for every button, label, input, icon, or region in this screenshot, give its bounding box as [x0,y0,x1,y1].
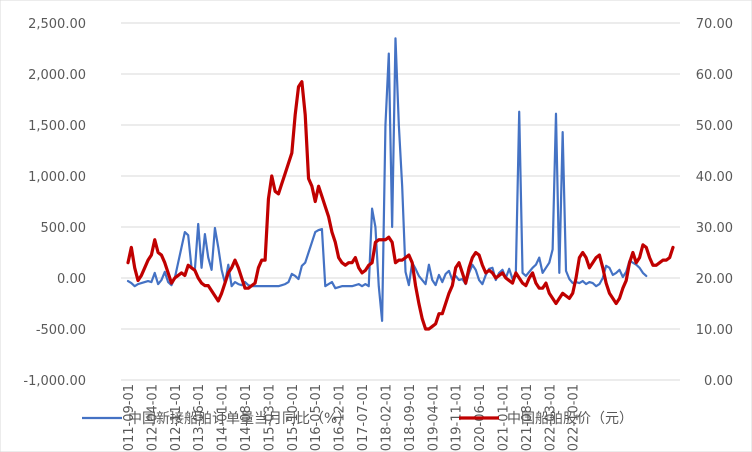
left-tick-label: -500.00 [36,323,86,338]
right-tick-label: 60.00 [696,68,733,83]
x-tick-label: 2013-06-01 [192,384,207,452]
right-axis-tick-labels: 0.00 10.00 20.00 30.00 40.00 50.00 60.00 70.00 [696,17,733,389]
x-tick-label: 2012-04-01 [145,384,160,452]
left-tick-label: 500.00 [41,221,87,236]
x-tick-label: 2012-11-01 [169,384,184,452]
left-tick-label: 2,500.00 [28,17,86,32]
x-tick-label: 2021-08-01 [520,384,535,452]
legend: 中国新接船舶订单量当月同比（%） 中国船舶股价（元） [82,410,633,427]
x-tick-label: 2015-03-01 [262,384,277,452]
series-line-share-price [126,80,675,331]
right-tick-label: 50.00 [696,119,733,134]
x-tick-label: 2017-07-01 [356,384,371,452]
x-tick-label: 2016-12-01 [333,384,348,452]
x-tick-label: 2016-05-01 [309,384,324,452]
x-tick-label: 2014-01-01 [216,384,231,452]
right-tick-label: 0.00 [704,374,733,389]
x-tick-label: 2015-10-01 [286,384,301,452]
x-tick-label: 2022-10-01 [567,384,582,452]
right-tick-label: 10.00 [696,323,733,338]
right-tick-label: 70.00 [696,17,733,32]
x-axis-tick-labels: 2011-09-01 2012-04-01 2012-11-01 2013-06-01… [122,384,582,452]
left-tick-label: 2,000.00 [28,68,86,83]
x-tick-label: 2018-09-01 [403,384,418,452]
left-tick-label: 0.00 [57,272,86,287]
x-tick-label: 2018-02-01 [379,384,394,452]
x-tick-label: 2014-08-01 [239,384,254,452]
right-tick-label: 30.00 [696,221,733,236]
right-tick-label: 20.00 [696,272,733,287]
x-tick-label: 2011-09-01 [122,384,137,452]
legend-label-order-yoy: 中国新接船舶订单量当月同比（%） [128,410,351,427]
x-tick-label: 2022-03-01 [543,384,558,452]
right-tick-label: 40.00 [696,170,733,185]
gridlines [121,22,680,381]
x-tick-label: 2019-04-01 [426,384,441,452]
left-axis-tick-labels: -1,000.00 -500.00 0.00 500.00 1,000.00 1,500.… [23,17,86,389]
x-tick-label: 2021-01-01 [496,384,511,452]
left-tick-label: -1,000.00 [23,374,86,389]
series-lines [126,37,675,331]
legend-label-share-price: 中国船舶股价（元） [507,411,633,427]
left-tick-label: 1,500.00 [28,119,86,134]
x-tick-label: 2019-11-01 [450,384,465,452]
series-line-order-yoy [126,37,648,322]
left-tick-label: 1,000.00 [28,170,86,185]
